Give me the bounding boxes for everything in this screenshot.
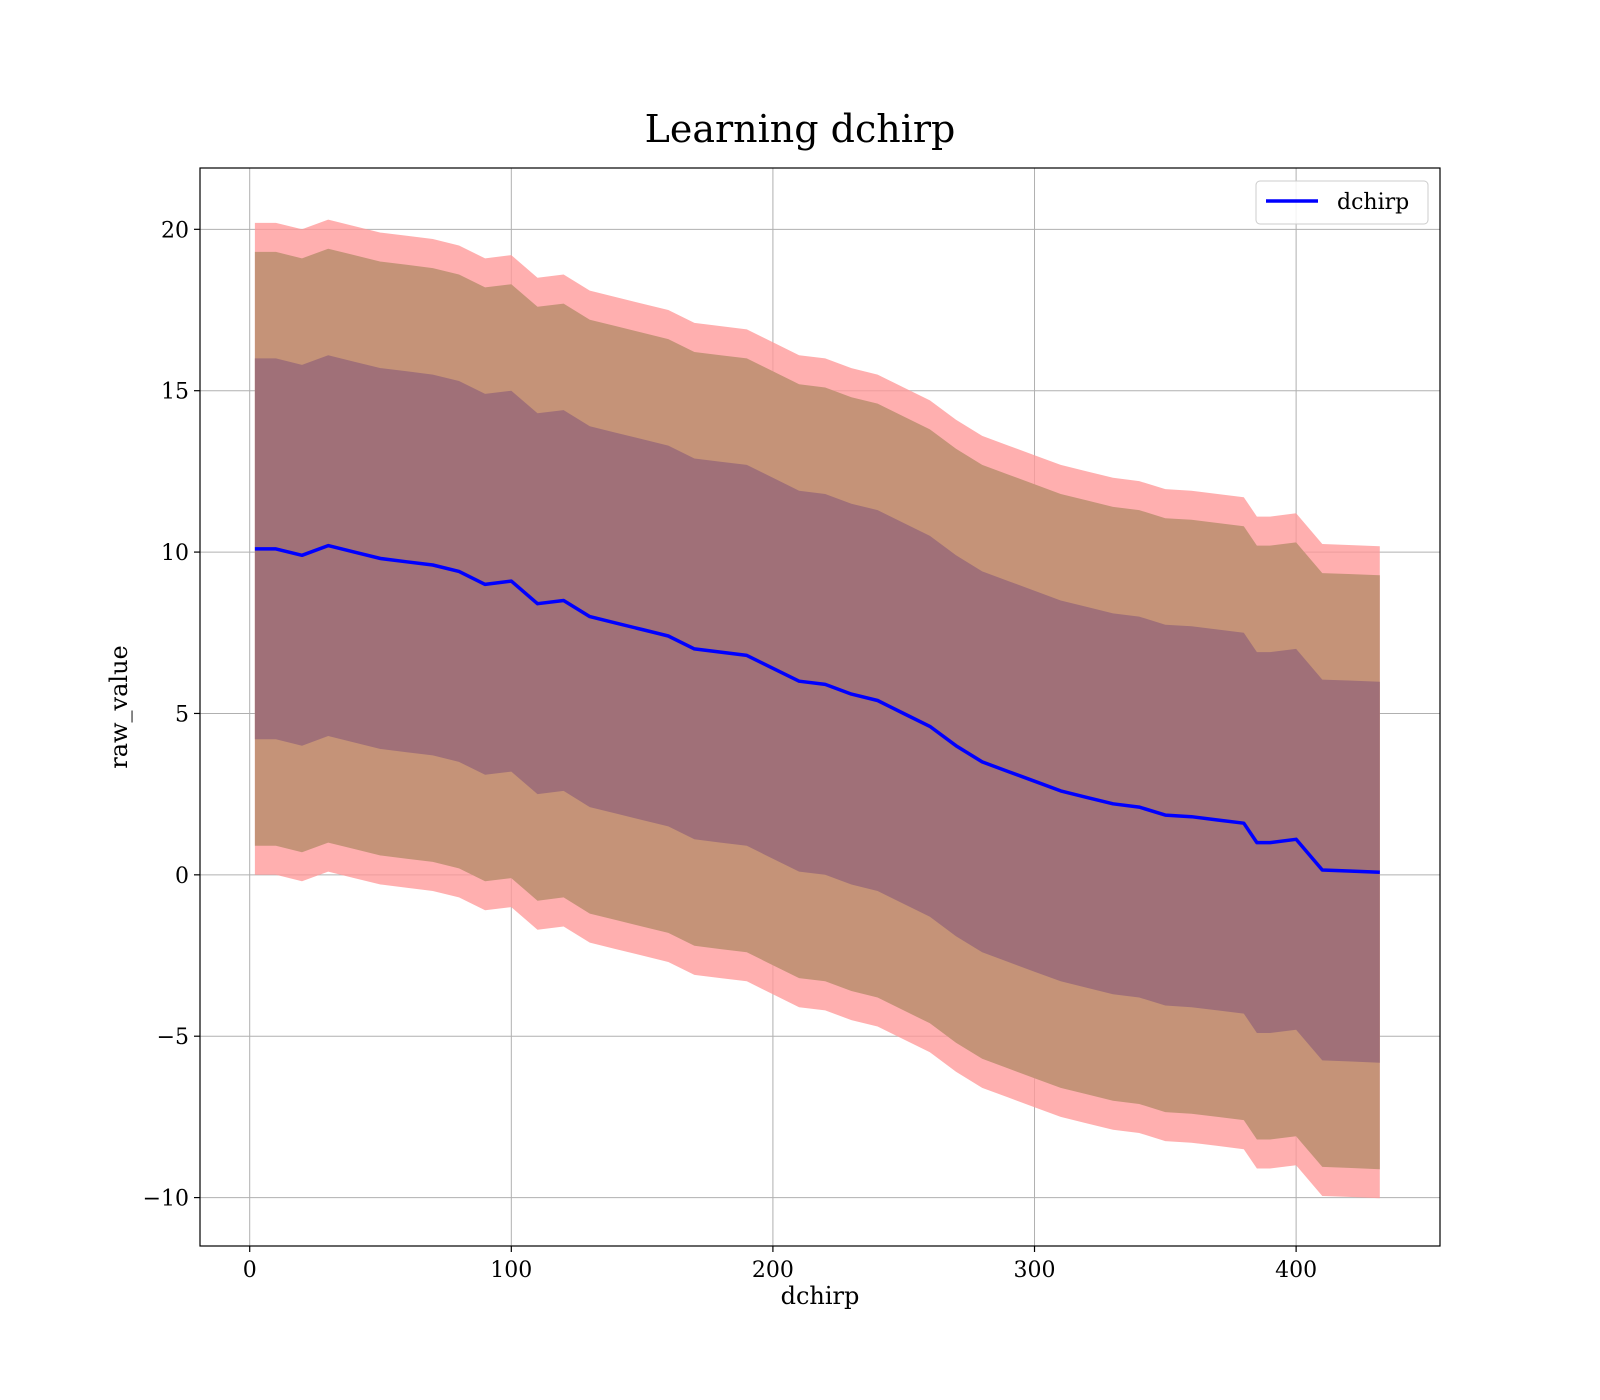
lines xyxy=(254,543,1380,875)
x-tick-label-1: 100 xyxy=(490,1258,532,1283)
x-tick-label-3: 300 xyxy=(1014,1258,1056,1283)
plot-frame xyxy=(199,167,1441,1247)
x-axis-label: dchirp xyxy=(781,1282,860,1310)
series-line-dchirp xyxy=(254,543,1380,875)
legend-label-dchirp: dchirp xyxy=(1337,190,1409,215)
x-axis-ticks: 0 100 200 300 400 xyxy=(243,1246,1317,1283)
y-tick-label-5: 15 xyxy=(161,380,189,405)
y-tick-label-0: −10 xyxy=(143,1187,189,1212)
x-tick-label-2: 200 xyxy=(752,1258,794,1283)
x-tick-label-0: 0 xyxy=(243,1258,257,1283)
y-tick-label-6: 20 xyxy=(161,218,189,243)
y-axis-label: raw_value xyxy=(105,645,133,769)
x-tick-label-4: 400 xyxy=(1275,1258,1317,1283)
y-tick-label-3: 5 xyxy=(175,702,189,727)
bands xyxy=(254,219,1380,1199)
legend: dchirp xyxy=(1255,180,1429,225)
y-axis-ticks: −10 −5 0 5 10 15 20 xyxy=(143,218,200,1212)
band-1std xyxy=(254,355,1380,1063)
y-tick-label-2: 0 xyxy=(175,864,189,889)
legend-box xyxy=(1255,180,1429,225)
y-tick-label-4: 10 xyxy=(161,541,189,566)
y-tick-label-1: −5 xyxy=(157,1025,189,1050)
chart-title: Learning dchirp xyxy=(645,107,956,151)
